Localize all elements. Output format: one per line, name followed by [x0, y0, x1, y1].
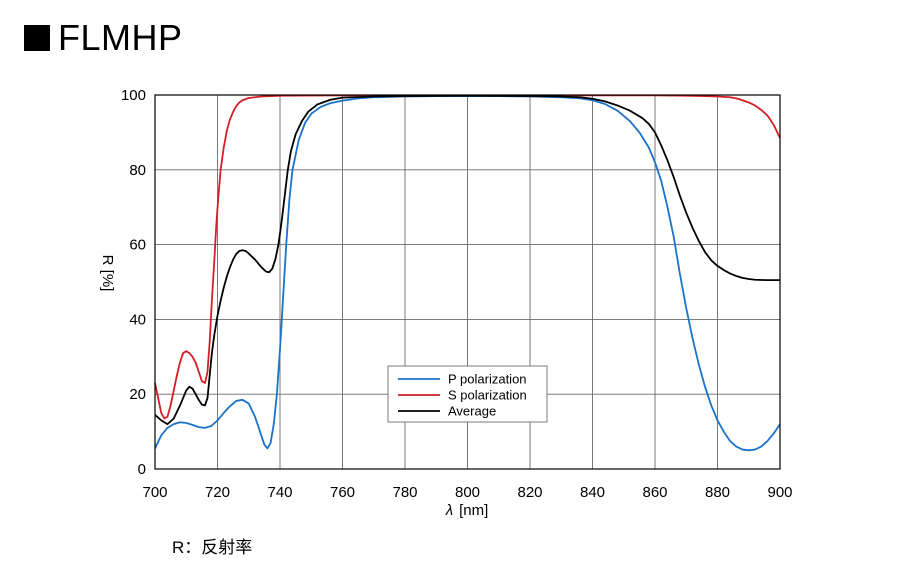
x-tick-label: 900	[767, 484, 792, 501]
x-tick-label: 780	[392, 484, 417, 501]
series-line	[154, 95, 781, 452]
y-tick-labels: 0 20 40 60 80 100	[121, 87, 146, 478]
x-tick-label: 820	[517, 484, 542, 501]
legend-label: Average	[448, 404, 496, 419]
chart-series	[154, 94, 781, 452]
page-title: FLMHP	[58, 17, 183, 58]
reflectance-note: R：反射率	[172, 538, 253, 557]
y-tick-label: 100	[121, 87, 146, 104]
legend-label: S polarization	[448, 388, 527, 403]
x-axis-symbol: λ	[445, 502, 453, 519]
y-tick-label: 40	[129, 311, 146, 328]
x-axis-label: λ [nm]	[445, 502, 489, 519]
x-tick-labels: 700 720 740 760 780 800 820 840 860 880 900	[142, 484, 792, 501]
x-tick-label: 860	[642, 484, 667, 501]
series-line	[154, 94, 781, 420]
y-axis-label: R [%]	[99, 255, 116, 292]
x-tick-label: 740	[267, 484, 292, 501]
x-tick-label: 800	[455, 484, 480, 501]
y-tick-label: 60	[129, 237, 146, 254]
legend-box	[387, 365, 548, 423]
x-tick-label: 880	[705, 484, 730, 501]
plot-frame	[154, 94, 781, 470]
y-tick-label: 0	[138, 461, 146, 478]
x-tick-label: 720	[205, 484, 230, 501]
y-tick-label: 20	[129, 386, 146, 403]
heading-square-bullet	[24, 25, 50, 51]
legend-label: P polarization	[448, 372, 527, 387]
x-tick-label: 700	[142, 484, 167, 501]
series-line	[154, 94, 780, 426]
y-tick-label: 80	[129, 162, 146, 179]
x-tick-label: 760	[330, 484, 355, 501]
x-axis-unit: [nm]	[459, 502, 488, 519]
page-heading: FLMHP	[24, 18, 183, 58]
x-tick-label: 840	[580, 484, 605, 501]
